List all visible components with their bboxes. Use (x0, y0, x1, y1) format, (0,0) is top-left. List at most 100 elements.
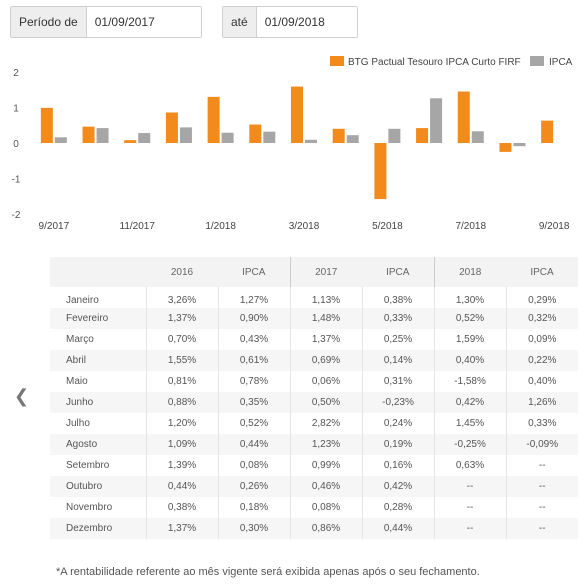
table-header-row: 2016 IPCA 2017 IPCA 2018 IPCA (50, 257, 578, 287)
table-cell-value: 0,63% (433, 455, 507, 476)
table-body: Janeiro 3,26% 1,27% 1,13% 0,38% 1,30% 0,29% Fev… (50, 287, 578, 539)
bar-fund-12-2017 (165, 112, 178, 143)
y-tick-label: 2 (13, 68, 19, 79)
table-cell-value: -0,25% (433, 434, 507, 455)
bar-ipca-1-2018 (221, 132, 234, 143)
table-cell-value: 0,28% (362, 497, 435, 518)
bar-ipca-2-2018 (263, 131, 276, 143)
table-cell-value: 0,52% (218, 413, 291, 434)
table-cell-value: 1,39% (146, 455, 219, 476)
table-cell-value: -- (538, 481, 546, 492)
bar-ipca-11-2017 (138, 133, 151, 143)
table-cell-value: 0,33% (528, 418, 557, 429)
table-cell-value: 1,26% (528, 397, 557, 408)
table-cell-value: 0,24% (362, 413, 435, 434)
table-cell-month: Abril (50, 350, 147, 371)
bar-ipca-4-2018 (346, 135, 359, 143)
table-cell-value: -1,58% (433, 371, 507, 392)
end-date-input[interactable] (256, 7, 357, 37)
bar-ipca-12-2017 (179, 127, 192, 143)
table-cell-value: 1,27% (218, 287, 291, 308)
table-header-2018: 2018 (433, 257, 506, 287)
table-cell-value: 0,38% (146, 497, 219, 518)
bar-fund-11-2017 (124, 140, 137, 143)
table-cell-value: 0,90% (218, 308, 291, 329)
table-header-ipca-2016: IPCA (242, 266, 266, 278)
start-date-group: Período de (10, 6, 202, 38)
bar-ipca-10-2017 (96, 128, 109, 143)
table-cell-value: 0,46% (289, 476, 363, 497)
y-tick-label: 0 (13, 139, 19, 150)
chevron-left-icon[interactable]: ❮ (14, 386, 30, 406)
table-cell-value: 0,29% (528, 295, 557, 306)
table-header-2017: 2017 (289, 257, 362, 287)
table-cell-value: 1,55% (146, 350, 219, 371)
table-row: Março 0,70% 0,43% 1,37% 0,25% 1,59% 0,09% (50, 329, 578, 350)
bar-ipca-5-2018 (388, 128, 401, 143)
table-cell-value: 0,35% (218, 392, 291, 413)
table-row: Agosto 1,09% 0,44% 1,23% 0,19% -0,25% -0,09% (50, 434, 578, 455)
x-tick-label: 7/2018 (455, 221, 486, 232)
returns-bar-chart: 2 1 0 -1 -2 9/2017 11/2017 1/2018 3/2018 5/2018 7/… (12, 56, 573, 232)
legend-label-ipca: IPCA (549, 57, 573, 68)
bar-ipca-3-2018 (305, 139, 317, 143)
table-cell-month: Junho (50, 392, 147, 413)
table-cell-month: Fevereiro (50, 308, 147, 329)
bar-fund-6-2018 (416, 128, 429, 143)
start-date-input[interactable] (86, 7, 201, 37)
table-cell-value: 1,45% (433, 413, 507, 434)
table-cell-value: 0,78% (218, 371, 291, 392)
table-cell-month: Outubro (50, 476, 147, 497)
table-cell-value: 0,40% (433, 350, 507, 371)
bar-fund-3-2018 (291, 86, 303, 143)
table-cell-value: 0,09% (528, 334, 557, 345)
table-row: Fevereiro 1,37% 0,90% 1,48% 0,33% 0,52% 0,32% (50, 308, 578, 329)
table-cell-value: -- (538, 502, 546, 513)
table-cell-value: 0,31% (362, 371, 435, 392)
bar-fund-7-2018 (457, 91, 470, 143)
table-cell-value: 0,14% (362, 350, 435, 371)
table-cell-month: Março (50, 329, 147, 350)
table-cell-value: 1,09% (146, 434, 219, 455)
period-filter: Período de até (10, 6, 358, 38)
table-cell-value: 1,20% (146, 413, 219, 434)
table-header-month (50, 257, 146, 287)
table-row: Maio 0,81% 0,78% 0,06% 0,31% -1,58% 0,40% (50, 371, 578, 392)
x-tick-label: 9/2017 (39, 221, 70, 232)
end-date-label: até (223, 7, 257, 37)
table-cell-value: 1,37% (146, 518, 219, 539)
bar-fund-9-2018 (541, 120, 554, 143)
bar-fund-1-2018 (207, 96, 220, 143)
legend-swatch-ipca (530, 56, 544, 66)
table-cell-value: 0,30% (218, 518, 291, 539)
table-cell-value: -- (433, 518, 507, 539)
table-cell-value: 0,86% (289, 518, 363, 539)
table-header-ipca-2018: IPCA (530, 266, 554, 278)
table-cell-value: 3,26% (146, 287, 219, 308)
footnote: *A rentabilidade referente ao mês vigent… (56, 566, 480, 578)
table-cell-value: 0,44% (362, 518, 435, 539)
table-cell-month: Julho (50, 413, 147, 434)
bar-ipca-7-2018 (471, 131, 484, 143)
table-cell-value: 0,26% (218, 476, 291, 497)
table-header-2016: 2016 (170, 266, 194, 278)
table-cell-value: 0,88% (146, 392, 219, 413)
table-cell-value: 2,82% (289, 413, 363, 434)
table-cell-value: 0,18% (218, 497, 291, 518)
table-cell-value: -- (433, 476, 507, 497)
table-row: Dezembro 1,37% 0,30% 0,86% 0,44% -- -- (50, 518, 578, 539)
table-cell-value: 0,43% (218, 329, 291, 350)
table-cell-month: Novembro (50, 497, 147, 518)
table-cell-value: 0,52% (433, 308, 507, 329)
table-cell-value: 0,06% (289, 371, 363, 392)
table-cell-value: 0,99% (289, 455, 363, 476)
table-cell-value: -0,09% (526, 439, 559, 450)
table-cell-value: 0,38% (362, 287, 435, 308)
bar-ipca-8-2018 (513, 143, 526, 147)
table-cell-value: 0,25% (362, 329, 435, 350)
table-cell-value: 1,37% (146, 308, 219, 329)
table-row: Setembro 1,39% 0,08% 0,99% 0,16% 0,63% -- (50, 455, 578, 476)
table-header-ipca-2017: IPCA (386, 266, 410, 278)
returns-table: 2016 IPCA 2017 IPCA 2018 IPCA Janeiro 3,2… (50, 257, 578, 539)
table-cell-month: Janeiro (50, 287, 147, 308)
